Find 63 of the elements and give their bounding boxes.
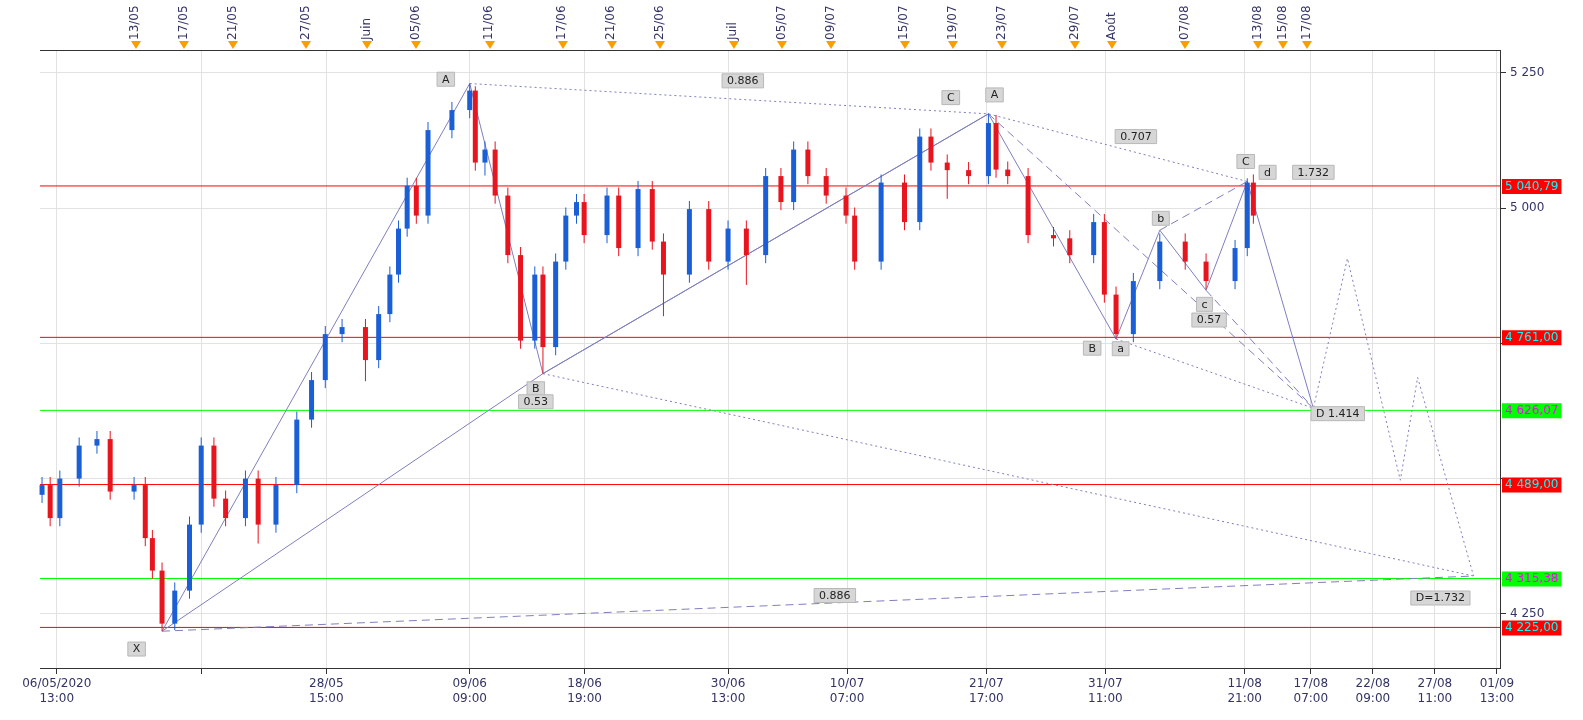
annotation: D 1.414	[1316, 407, 1360, 421]
ref-line-label: 5 040,79	[1505, 178, 1559, 193]
x2-tick-label: 17/06	[554, 5, 569, 40]
x-tick-label: 11/08 21:00	[1227, 676, 1263, 705]
x-tick-label: 22/08 09:00	[1355, 676, 1391, 705]
x2-tick-label: Juil	[725, 22, 740, 41]
annotation: 1.732	[1297, 165, 1330, 179]
annotation: 0.886	[727, 74, 759, 88]
annotation: C	[1241, 154, 1250, 168]
x2-tick-label: 15/08	[1274, 5, 1289, 40]
annotation: B	[1088, 341, 1096, 355]
x2-tick-label: 27/05	[298, 5, 313, 40]
x-tick-label: 17/08 07:00	[1293, 676, 1329, 705]
x-tick-label: 18/06 19:00	[567, 676, 602, 705]
annotation: A	[990, 88, 999, 102]
x-tick-label: 06/05/2020 13:00	[22, 676, 92, 705]
ref-line-label: 4 225,00	[1505, 620, 1559, 635]
x-tick-label: 30/06 13:00	[710, 676, 746, 705]
annotation: 0.886	[819, 588, 851, 602]
x2-tick-label: 19/07	[945, 5, 960, 40]
x2-tick-label: Août	[1103, 12, 1118, 40]
x2-tick-label: 05/07	[774, 5, 789, 40]
x2-tick-label: 21/05	[224, 5, 239, 40]
annotation: b	[1157, 211, 1165, 225]
x2-tick-label: 17/08	[1298, 5, 1313, 40]
x2-tick-label: 29/07	[1067, 5, 1082, 40]
x2-tick-label: 13/05	[127, 5, 142, 40]
x2-tick-label: 09/07	[823, 5, 837, 40]
annotation: 0.707	[1120, 129, 1152, 143]
annotation: d	[1264, 165, 1272, 179]
x2-tick-label: 23/07	[993, 5, 1008, 40]
ref-line-label: 4 626,07	[1505, 403, 1559, 417]
x-tick-label: 31/07 11:00	[1088, 676, 1123, 705]
x-tick-label: 01/09 13:00	[1479, 676, 1515, 705]
y-tick-label: 5 000	[1510, 200, 1545, 215]
x-tick-label: 27/08 11:00	[1417, 676, 1453, 705]
annotation: C	[946, 90, 955, 104]
x2-tick-label: 25/06	[652, 5, 667, 40]
ref-line-label: 4 761,00	[1505, 329, 1559, 344]
annotation: a	[1117, 342, 1125, 356]
x-tick-label: 28/05 15:00	[309, 676, 344, 705]
x-tick-label: 10/07 07:00	[829, 676, 865, 705]
x2-tick-label: 13/08	[1250, 5, 1265, 40]
x2-tick-label: 15/07	[896, 5, 911, 40]
annotation: A	[442, 72, 451, 86]
annotation: c	[1201, 297, 1208, 311]
x-tick-label: 21/07 17:00	[969, 676, 1004, 705]
x2-tick-label: 11/06	[481, 5, 496, 40]
annotation: X	[132, 642, 141, 656]
x2-tick-label: 21/06	[603, 5, 618, 40]
annotation: 0.57	[1196, 313, 1222, 327]
annotation: D=1.732	[1415, 591, 1465, 605]
y-tick-label: 4 250	[1510, 606, 1545, 621]
x2-tick-label: 17/05	[176, 5, 191, 40]
annotation: 0.53	[523, 395, 549, 409]
ref-line-label: 4 489,00	[1505, 477, 1559, 492]
ref-line-label: 4 315,38	[1505, 571, 1559, 586]
annotation: B	[532, 382, 540, 396]
x2-tick-label: 07/08	[1176, 5, 1191, 40]
x-tick-label: 09/06 09:00	[452, 676, 488, 705]
y-tick-label: 5 250	[1510, 64, 1545, 79]
x2-tick-label: 05/06	[408, 5, 423, 40]
x2-tick-label: Juin	[359, 17, 374, 41]
